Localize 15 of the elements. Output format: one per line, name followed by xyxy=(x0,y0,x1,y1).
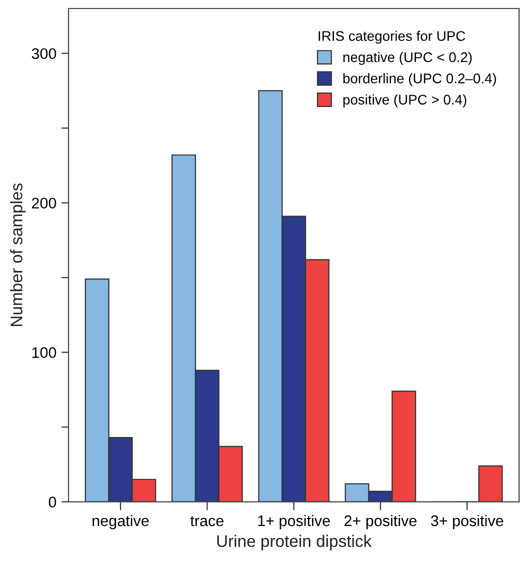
x-tick-label: 2+ positive xyxy=(344,514,417,530)
x-tick-label: 3+ positive xyxy=(430,514,504,530)
y-tick-label: 300 xyxy=(32,48,56,60)
legend-title: IRIS categories for UPC xyxy=(318,30,466,44)
legend-label: borderline (UPC 0.2–0.4) xyxy=(343,73,496,86)
x-tick-label: negative xyxy=(92,514,149,530)
legend-label: positive (UPC > 0.4) xyxy=(343,94,466,108)
y-tick-label: 0 xyxy=(48,496,56,508)
y-tick-label: 200 xyxy=(32,198,56,209)
x-tick-label: 1+ positive xyxy=(258,514,330,530)
y-tick-label: 100 xyxy=(32,347,56,358)
legend-label: negative (UPC < 0.2) xyxy=(343,52,472,65)
x-axis-title: Urine protein dipstick xyxy=(217,534,372,550)
y-axis-title: Number of samples xyxy=(10,184,26,326)
x-tick-label: trace xyxy=(190,516,224,526)
